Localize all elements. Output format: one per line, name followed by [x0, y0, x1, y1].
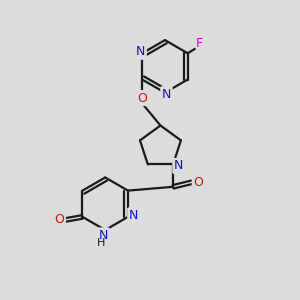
Text: O: O	[137, 92, 147, 104]
Text: N: N	[162, 88, 171, 101]
Text: O: O	[55, 213, 64, 226]
Text: N: N	[99, 229, 108, 242]
Text: N: N	[136, 45, 146, 58]
Text: N: N	[174, 159, 183, 172]
Text: F: F	[196, 37, 202, 50]
Text: N: N	[129, 209, 138, 222]
Text: O: O	[193, 176, 203, 189]
Text: H: H	[97, 238, 105, 248]
